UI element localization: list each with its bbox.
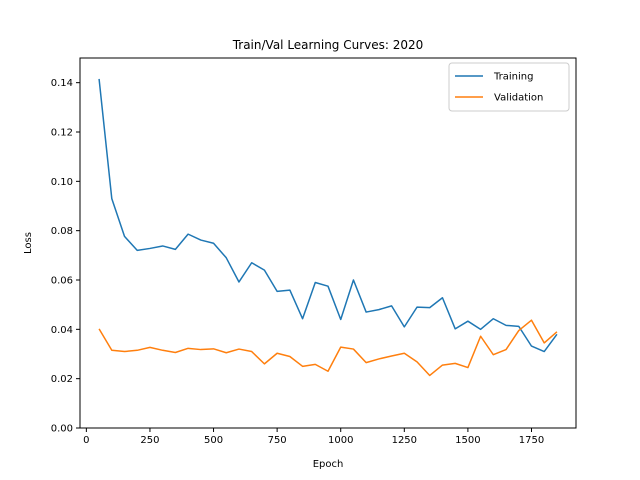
y-tick-label: 0.04 [51, 325, 73, 336]
y-tick-label: 0.12 [51, 128, 73, 139]
legend: Training Validation [448, 62, 570, 112]
legend-box [448, 62, 570, 112]
y-tick-label: 0.00 [51, 424, 73, 435]
x-axis-label: Epoch [313, 459, 344, 470]
chart-title: Train/Val Learning Curves: 2020 [232, 38, 424, 52]
x-axis: 0 250 500 750 1000 1250 1500 1750 [83, 428, 544, 446]
plot-area [79, 57, 577, 429]
x-tick-label: 1500 [455, 435, 480, 446]
y-tick-label: 0.14 [51, 78, 73, 89]
series-line-validation [98, 319, 558, 377]
series-line-training [98, 78, 558, 353]
y-tick-label: 0.10 [51, 177, 73, 188]
y-tick-label: 0.02 [51, 374, 73, 385]
y-axis-label: Loss [23, 232, 34, 254]
x-tick-label: 1000 [328, 435, 353, 446]
x-tick-label: 750 [268, 435, 287, 446]
y-tick-label: 0.08 [51, 226, 73, 237]
legend-label-training: Training [493, 72, 533, 83]
series-lines [98, 78, 558, 377]
legend-label-validation: Validation [494, 93, 543, 104]
x-tick-label: 0 [83, 435, 89, 446]
x-tick-label: 1750 [519, 435, 544, 446]
x-tick-label: 1250 [392, 435, 417, 446]
y-tick-label: 0.06 [51, 276, 73, 287]
x-tick-label: 500 [204, 435, 223, 446]
x-tick-label: 250 [140, 435, 159, 446]
y-axis: 0.00 0.02 0.04 0.06 0.08 0.10 0.12 0.14 [51, 78, 80, 435]
